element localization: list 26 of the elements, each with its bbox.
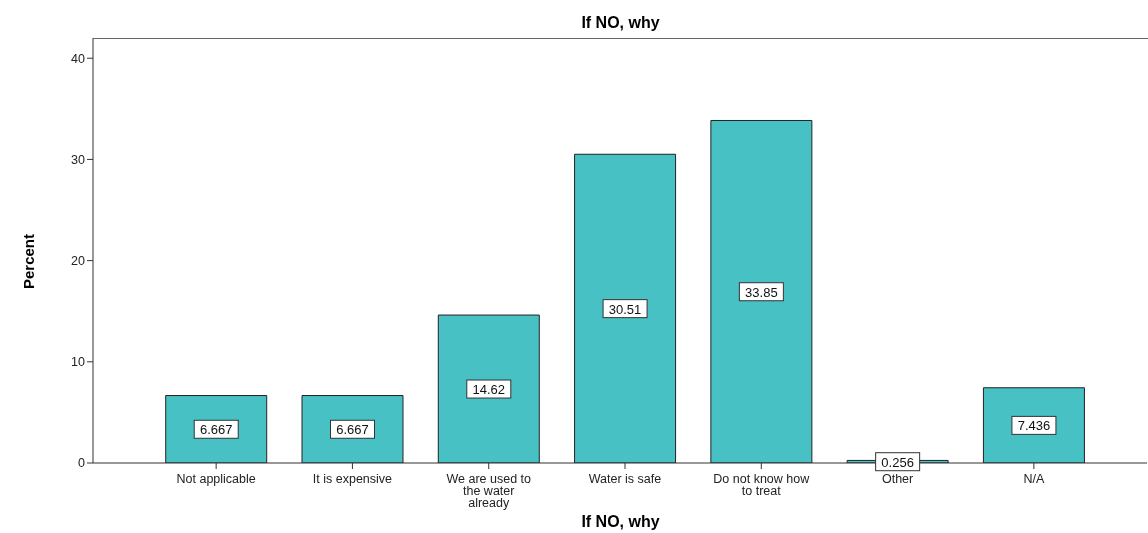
data-label: 33.85 bbox=[745, 284, 778, 300]
data-label: 14.62 bbox=[472, 382, 506, 398]
bar bbox=[574, 153, 677, 463]
bar bbox=[982, 387, 1085, 463]
x-tick-label: Other bbox=[881, 472, 914, 486]
y-tick-label: 30 bbox=[71, 152, 86, 167]
x-tick-label: Water is safe bbox=[588, 472, 662, 486]
x-axis-title: If NO, why bbox=[580, 513, 661, 531]
bar bbox=[710, 119, 813, 463]
bar bbox=[437, 314, 540, 463]
x-tick-label: It is expensive bbox=[312, 472, 393, 486]
data-label: 7.436 bbox=[1017, 418, 1051, 434]
data-label: 6.667 bbox=[336, 422, 369, 438]
y-tick-label: 0 bbox=[78, 456, 86, 471]
x-tick-label: We are used to the water already bbox=[446, 472, 532, 510]
y-tick-label: 40 bbox=[71, 51, 86, 66]
x-tick-label: Do not know how to treat bbox=[713, 472, 811, 498]
y-tick-label: 20 bbox=[71, 254, 86, 269]
x-tick-label: Not applicable bbox=[176, 472, 256, 486]
data-label: 0.256 bbox=[881, 454, 914, 470]
data-label: 30.51 bbox=[608, 301, 642, 317]
y-tick-label: 10 bbox=[71, 355, 86, 370]
data-label: 6.667 bbox=[199, 422, 233, 438]
y-axis-title: Percent bbox=[19, 233, 37, 291]
chart-title: If NO, why bbox=[580, 14, 661, 32]
x-tick-label: N/A bbox=[1023, 472, 1045, 486]
